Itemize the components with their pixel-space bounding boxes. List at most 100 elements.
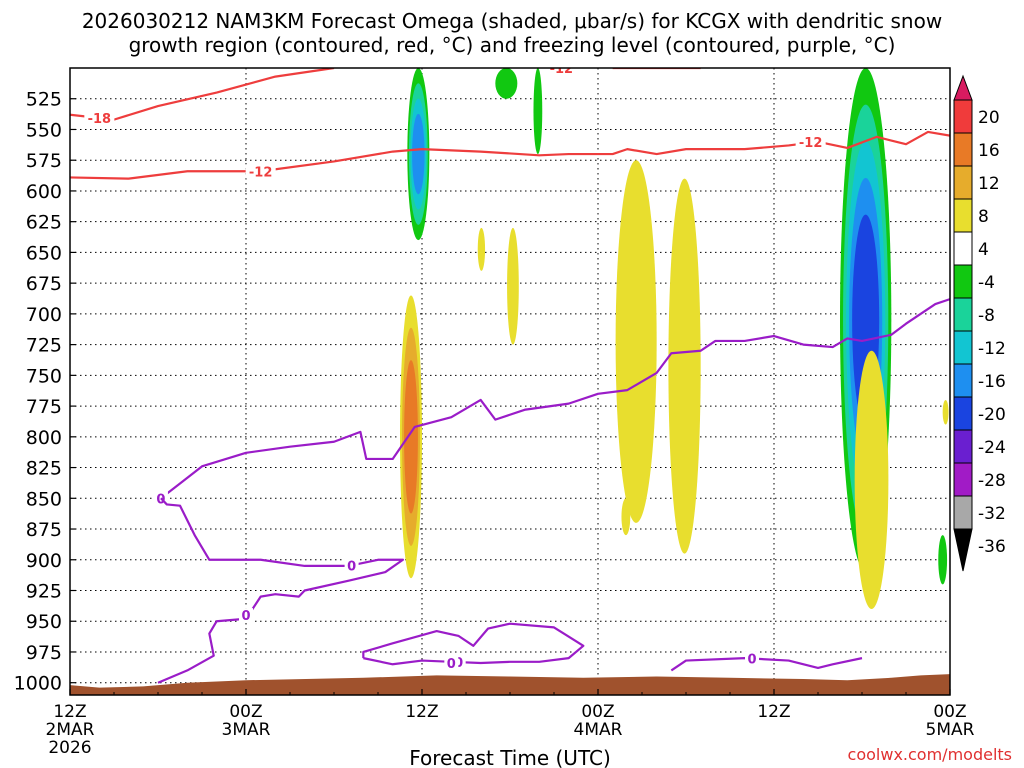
freezing-contour-label-bg-4 [444, 656, 459, 671]
colorbar-box-1 [953, 132, 973, 167]
y-tick-label-950: 950 [26, 611, 62, 633]
colorbar-box-7 [953, 330, 973, 365]
x-tick-label-0-1: 12Z [53, 702, 86, 722]
omega-feature-5-band-12 [404, 360, 418, 514]
freezing-contour-label-2: 0 [241, 609, 250, 624]
x-tick-label-5-2: 5MAR [926, 720, 975, 740]
y-tick-label-875: 875 [26, 519, 62, 541]
freezing-contour-label-bg-5 [745, 651, 759, 666]
dgz-contour-line-1 [70, 130, 950, 180]
freezing-contour-label-bg-1 [344, 558, 359, 573]
dgz-contour-label-2: -12 [550, 62, 574, 77]
x-tick-label-3-2: 4MAR [574, 720, 623, 740]
x-tick-label-0-3: 2026 [48, 738, 91, 758]
y-tick-label-725: 725 [26, 335, 62, 357]
freezing-contour-line-0 [160, 298, 950, 500]
colorbar-box-4 [953, 231, 973, 266]
colorbar-box-9 [953, 396, 973, 431]
freezing-contour-line-5 [670, 657, 863, 672]
y-tick-label-800: 800 [26, 427, 62, 449]
y-tick-label-525: 525 [26, 89, 62, 111]
y-tick-label-550: 550 [26, 119, 62, 141]
colorbar-box-5 [953, 264, 973, 299]
chart-title-line2: growth region (contoured, red, °C) and f… [129, 33, 896, 57]
y-tick-label-850: 850 [26, 488, 62, 510]
colorbar-label-7: -12 [978, 339, 1006, 359]
colorbar-box-11 [953, 462, 973, 497]
y-tick-label-750: 750 [26, 365, 62, 387]
colorbar-box-10 [953, 429, 973, 464]
omega-feature-0-band-16 [412, 113, 425, 195]
colorbar-box-2 [953, 165, 973, 200]
colorbar-label-10: -24 [978, 438, 1006, 458]
omega-feature-2-band-4 [533, 68, 543, 155]
credit-text: coolwx.com/modelts [848, 745, 1012, 764]
y-tick-label-925: 925 [26, 581, 62, 603]
colorbar-label-8: -16 [978, 372, 1006, 392]
dgz-contour-label-bg-2 [546, 68, 577, 75]
freezing-contour-label-4: 0 [447, 657, 456, 672]
x-tick-label-1-2: 3MAR [222, 720, 271, 740]
x-axis-label: Forecast Time (UTC) [409, 746, 611, 768]
freezing-contour-label-5: 0 [747, 653, 756, 668]
colorbar-box-8 [953, 363, 973, 398]
chart-title-line1: 2026030212 NAM3KM Forecast Omega (shaded… [82, 9, 942, 33]
dgz-contour-label-3: -12 [799, 136, 823, 151]
colorbar-label-12: -32 [978, 504, 1006, 524]
y-tick-label-825: 825 [26, 458, 62, 480]
colorbar-label-0: 20 [978, 108, 1000, 128]
colorbar-label-9: -20 [978, 405, 1006, 425]
y-tick-label-700: 700 [26, 304, 62, 326]
colorbar-label-4: 4 [978, 240, 989, 260]
colorbar-bottom-triangle [953, 528, 973, 572]
dgz-contour-label-1: -12 [249, 165, 273, 180]
y-tick-label-575: 575 [26, 150, 62, 172]
colorbar-label-6: -8 [978, 306, 995, 326]
colorbar-box-6 [953, 297, 973, 332]
y-tick-label-600: 600 [26, 181, 62, 203]
colorbar-box-3 [953, 198, 973, 233]
x-tick-label-0-2: 2MAR [46, 720, 95, 740]
omega-feature-1-band-4 [495, 68, 518, 99]
colorbar-label-2: 12 [978, 174, 1000, 194]
freezing-contour-line-1 [157, 497, 405, 684]
x-tick-label-5-1: 00Z [933, 702, 966, 722]
x-tick-label-4-1: 12Z [757, 702, 790, 722]
y-tick-label-900: 900 [26, 550, 62, 572]
x-tick-label-3-1: 00Z [581, 702, 614, 722]
y-tick-label-1000: 1000 [14, 673, 62, 695]
freezing-contour-label-3: 0 [454, 656, 463, 671]
omega-feature-6-band-4 [615, 160, 657, 523]
plot-background [70, 68, 950, 695]
colorbar-box-12 [953, 495, 973, 530]
y-axis: 525 550 575 600 625 650 675 700 725 750 775 800 825 8… [14, 89, 76, 695]
dgz-contour-label-bg-0 [84, 110, 115, 125]
x-tick-label-2-1: 12Z [405, 702, 438, 722]
colorbar-label-1: 16 [978, 141, 1000, 161]
y-tick-label-675: 675 [26, 273, 62, 295]
terrain-area [70, 674, 950, 695]
dgz-contour-label-0: -18 [88, 112, 112, 127]
omega-feature-4-band-4 [938, 535, 948, 585]
colorbar-label-11: -28 [978, 471, 1006, 491]
colorbar-box-0 [953, 99, 973, 134]
omega-feature-12-band-4 [942, 399, 949, 425]
y-tick-label-975: 975 [26, 642, 62, 664]
omega-shading [400, 68, 949, 609]
omega-feature-11-band-4 [621, 498, 631, 536]
colorbar-label-13: -36 [978, 537, 1006, 557]
dgz-contour-label-bg-3 [795, 134, 826, 149]
freezing-contour-label-1: 0 [347, 559, 356, 574]
x-tick-label-1-1: 00Z [229, 702, 262, 722]
freezing-contour-label-bg-2 [239, 608, 253, 623]
omega-feature-10-band-4 [507, 227, 519, 345]
y-tick-label-775: 775 [26, 396, 62, 418]
dgz-contour-label-bg-1 [245, 164, 276, 179]
y-tick-label-650: 650 [26, 242, 62, 264]
omega-feature-7-band-4 [668, 178, 701, 554]
omega-feature-9-band-4 [477, 227, 486, 271]
colorbar-label-5: -4 [978, 273, 995, 293]
